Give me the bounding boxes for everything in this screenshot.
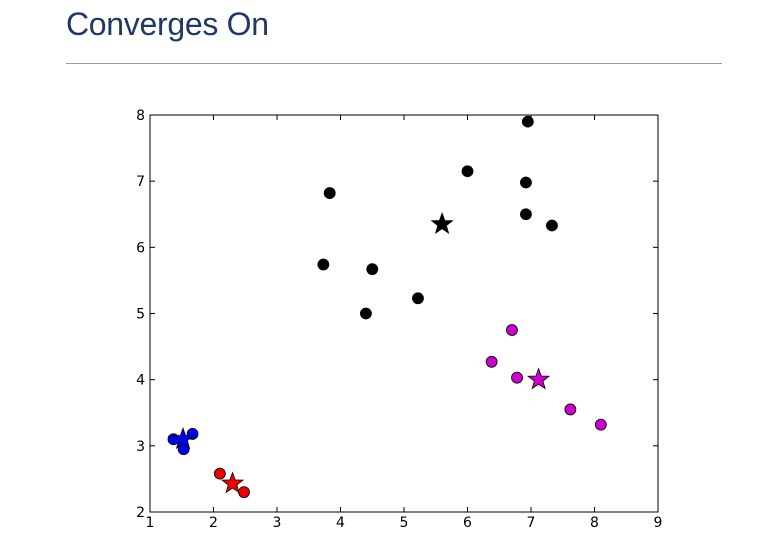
data-point — [412, 292, 424, 305]
centroid-star-marker — [527, 367, 551, 390]
y-tick-label: 2 — [136, 505, 145, 521]
y-tick-label: 3 — [136, 439, 145, 455]
x-tick-label: 1 — [146, 515, 155, 531]
data-point — [521, 115, 534, 128]
data-point — [366, 263, 379, 276]
x-tick-label: 7 — [527, 515, 536, 531]
data-point — [461, 165, 474, 178]
centroid-star-marker — [171, 427, 195, 450]
x-tick-label: 3 — [273, 515, 282, 531]
x-tick-label: 6 — [463, 515, 472, 531]
data-point — [564, 403, 577, 416]
data-point — [520, 176, 532, 189]
plot-area-frame — [149, 114, 659, 513]
centroid-star-marker — [220, 471, 245, 494]
y-tick-label: 4 — [136, 373, 145, 389]
data-point — [238, 486, 250, 499]
data-point — [213, 467, 226, 480]
data-point — [359, 307, 372, 320]
centroids-layer — [171, 212, 551, 494]
y-tick-label: 7 — [136, 174, 145, 190]
x-tick-label: 5 — [400, 515, 409, 531]
x-tick-label: 4 — [336, 515, 345, 531]
centroid-star-marker — [430, 212, 454, 235]
data-point — [594, 418, 607, 431]
data-point — [546, 219, 558, 232]
data-point — [511, 371, 523, 384]
y-tick-label: 5 — [136, 307, 145, 323]
x-tick-label: 8 — [590, 515, 599, 531]
y-tick-label: 8 — [136, 108, 145, 124]
y-tick-label: 6 — [136, 240, 145, 256]
data-points-layer — [167, 115, 607, 499]
x-tick-label: 2 — [209, 515, 218, 531]
data-point — [520, 208, 532, 221]
x-tick-label: 9 — [654, 515, 663, 531]
title-divider — [66, 63, 722, 64]
data-point — [323, 187, 336, 199]
data-point — [485, 355, 498, 368]
data-point — [506, 324, 518, 336]
data-point — [317, 258, 330, 271]
slide-title: Converges On — [66, 6, 269, 42]
